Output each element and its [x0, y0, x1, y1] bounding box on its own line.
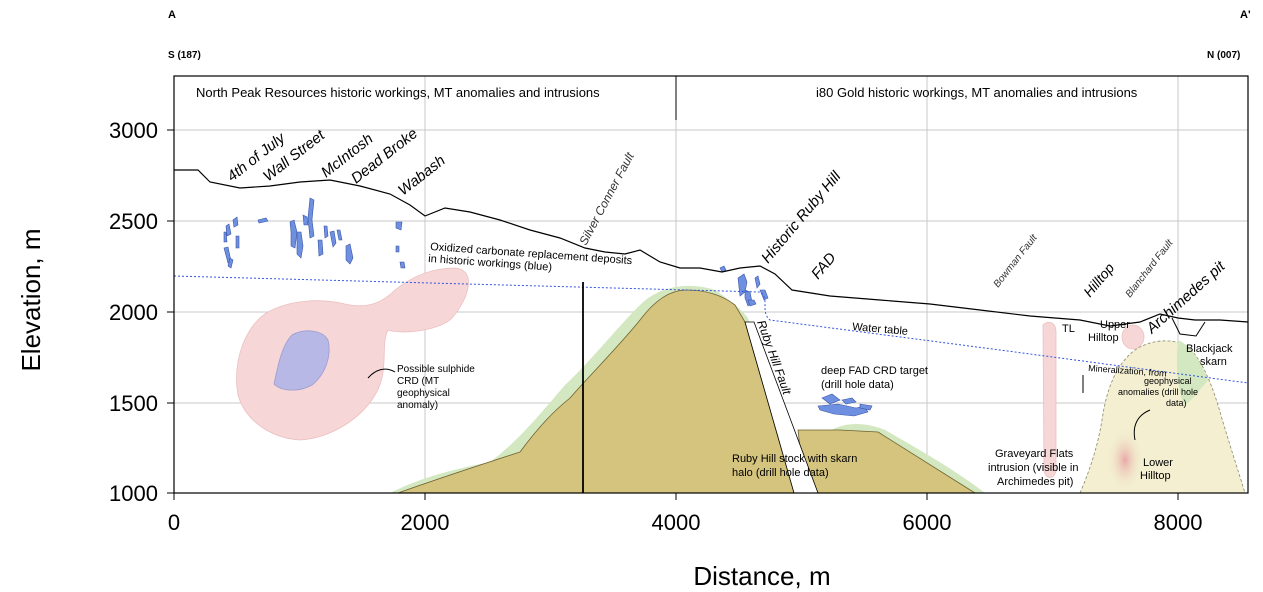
start-bearing: S (187) — [168, 50, 201, 61]
blackjack-label-line2: skarn — [1200, 356, 1227, 368]
mineralization-label-line2: geophysical — [1144, 376, 1192, 386]
y-tick-label: 2000 — [109, 300, 158, 325]
x-tick-label: 0 — [168, 510, 180, 535]
lower-hilltop-label-line1: Lower — [1143, 457, 1173, 469]
tl-label: TL — [1062, 323, 1075, 335]
water-table-label: Water table — [852, 321, 909, 338]
y-tick-label: 2500 — [109, 209, 158, 234]
mineralization-label-line3: anomalies (drill hole — [1118, 387, 1198, 397]
deep-fad-label-line2: (drill hole data) — [821, 379, 894, 391]
end-bearing: N (007) — [1207, 50, 1240, 61]
sulphide-leader — [367, 368, 396, 379]
upper-hilltop-label-line2: Hilltop — [1088, 332, 1119, 344]
graveyard-label-line3: Archimedes pit) — [997, 476, 1073, 488]
deep-fad-label-line1: deep FAD CRD target — [821, 365, 928, 377]
y-axis-title: Elevation, m — [16, 228, 46, 371]
upper-hilltop-label-line1: Upper — [1100, 319, 1130, 331]
lower-hilltop-zone — [1107, 428, 1143, 492]
blackjack-label-line1: Blackjack — [1186, 343, 1233, 355]
working-wabash: Wabash — [395, 152, 449, 199]
section-start-label: A — [168, 9, 176, 21]
x-axis-title: Distance, m — [693, 561, 830, 591]
mt-anomaly-left — [236, 267, 469, 441]
working-historic-ruby-hill: Historic Ruby Hill — [758, 168, 845, 267]
y-tick-label: 1000 — [109, 481, 158, 506]
sulphide-label-line3: geophysical — [397, 388, 450, 399]
archimedes-pit-outline — [1171, 317, 1206, 337]
bowman-fault-label: Bowman Fault — [992, 232, 1041, 290]
axis-ticks — [167, 129, 1179, 500]
graveyard-label-line2: intrusion (visible in — [988, 462, 1078, 474]
ruby-stock-label-line1: Ruby Hill stock with skarn — [732, 453, 857, 465]
mineralization-leader — [1133, 409, 1151, 441]
mineralization-label-line4: data) — [1166, 398, 1187, 408]
blanchard-fault-label: Blanchard Fault — [1124, 237, 1177, 300]
sulphide-label-line4: anomaly) — [397, 400, 438, 411]
x-tick-label: 2000 — [401, 510, 450, 535]
x-tick-label: 8000 — [1154, 510, 1203, 535]
working-fad: FAD — [808, 249, 840, 282]
x-tick-label: 4000 — [652, 510, 701, 535]
upper-hilltop-zone — [1121, 324, 1145, 350]
blackjack-skarn-zone — [1176, 340, 1208, 405]
plot-frame — [173, 75, 1249, 494]
topography-line — [174, 169, 1249, 327]
ruby-stock-label-line2: halo (drill hole data) — [732, 467, 829, 479]
lower-hilltop-label-line2: Hilltop — [1140, 470, 1171, 482]
sulphide-label-line1: Possible sulphide — [397, 364, 475, 375]
section-end-label: A' — [1240, 9, 1251, 21]
silver-conner-fault-label: Silver Conner Fault — [576, 150, 637, 248]
working-hilltop: Hilltop — [1080, 260, 1117, 300]
tl-dyke — [1042, 321, 1057, 478]
mt-anomaly-core — [273, 330, 330, 391]
oxidized-workings — [223, 197, 873, 417]
right-panel-title: i80 Gold historic workings, MT anomalies… — [816, 85, 1138, 100]
sulphide-label-line2: CRD (MT — [397, 376, 439, 387]
y-tick-label: 1500 — [109, 391, 158, 416]
left-panel-title: North Peak Resources historic workings, … — [196, 85, 600, 100]
graveyard-label-line1: Graveyard Flats — [995, 448, 1074, 460]
y-tick-label: 3000 — [109, 118, 158, 143]
x-tick-label: 6000 — [903, 510, 952, 535]
water-table-line — [173, 275, 1249, 384]
